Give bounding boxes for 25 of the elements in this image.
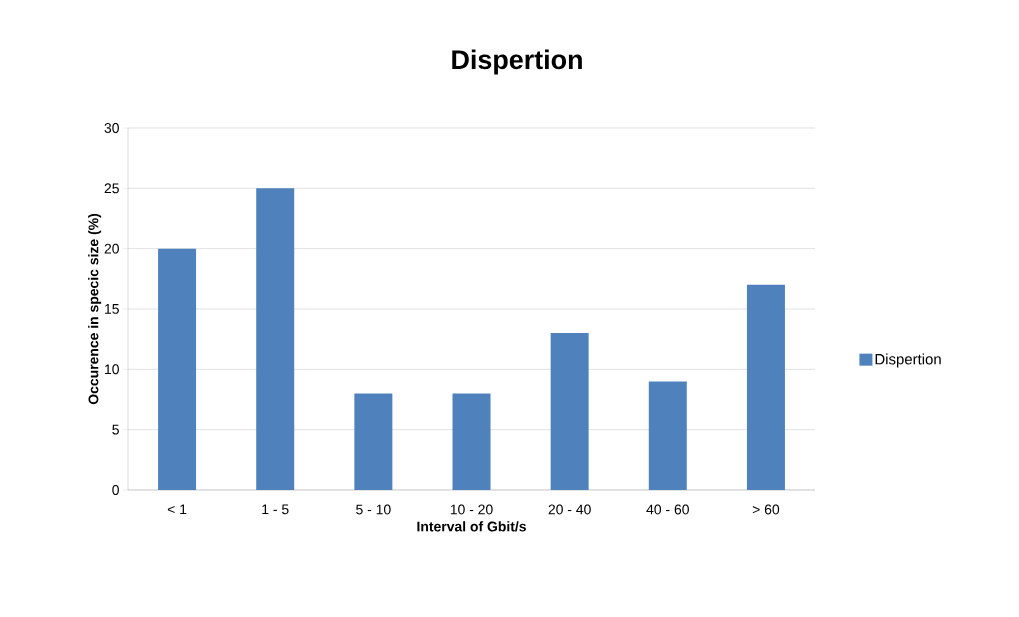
- y-axis-title: Occurence in specic size (%): [88, 213, 102, 405]
- chart-title: Dispertion: [452, 49, 582, 75]
- y-tick-label: 25: [104, 183, 119, 194]
- x-tick-label: > 60: [752, 504, 780, 515]
- y-tick-label: 30: [104, 123, 119, 133]
- y-tick-label: 20: [104, 243, 119, 254]
- bar: [452, 393, 491, 490]
- x-tick-label: 1 - 5: [262, 504, 289, 515]
- legend-label: Dispertion: [875, 353, 941, 368]
- y-tick-label: 0: [112, 485, 119, 495]
- y-tick-label: 5: [112, 424, 119, 435]
- y-tick-label: 15: [105, 304, 119, 314]
- bar: [158, 248, 197, 490]
- bar: [256, 188, 295, 490]
- bar: [648, 381, 687, 490]
- bar: [746, 284, 785, 490]
- x-tick-label: 20 - 40: [548, 504, 591, 515]
- bar: [354, 393, 393, 490]
- bar: [550, 333, 589, 490]
- y-tick-label: 10: [105, 364, 119, 375]
- x-tick-label: 10 - 20: [450, 504, 493, 515]
- x-tick-label: < 1: [167, 504, 187, 515]
- x-tick-label: 40 - 60: [646, 504, 689, 515]
- x-axis-title: Interval of Gbit/s: [417, 521, 526, 532]
- x-tick-label: 5 - 10: [356, 504, 391, 515]
